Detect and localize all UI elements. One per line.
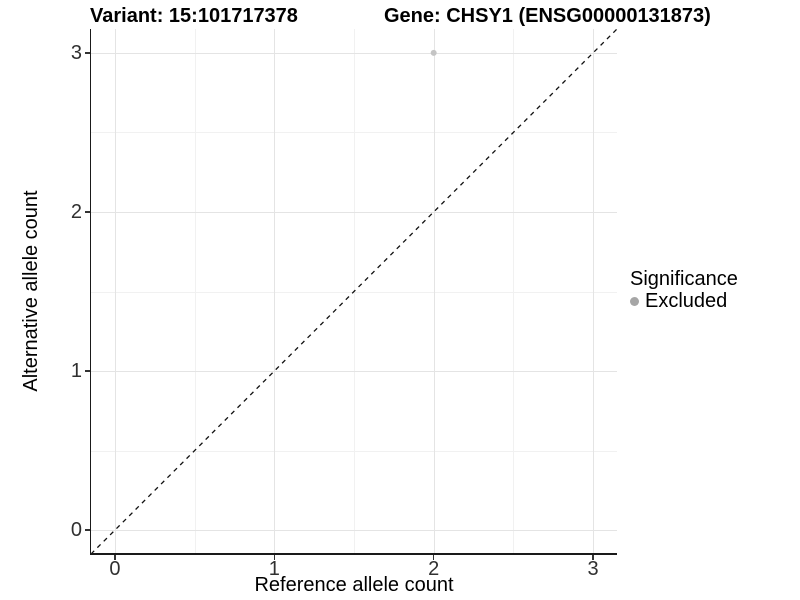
legend-entry-label: Excluded (645, 290, 728, 312)
major-gridline-y (91, 530, 617, 532)
y-axis-tick (84, 52, 90, 54)
legend-entry-excluded: Excluded (630, 290, 738, 312)
x-axis-tick (592, 554, 594, 560)
x-axis-tick (273, 554, 276, 560)
plot-title-variant: Variant: 15:101717378 (90, 5, 298, 27)
minor-gridline-y (91, 450, 617, 452)
y-axis-tick (84, 211, 90, 213)
y-tick-label: 2 (70, 200, 82, 223)
minor-gridline-y (91, 132, 617, 134)
legend: Significance Excluded (630, 268, 738, 312)
x-axis-line (89, 553, 617, 555)
plot-panel (91, 29, 617, 554)
y-axis-tick (84, 529, 90, 531)
y-tick-label: 3 (70, 41, 82, 64)
data-point (430, 49, 437, 56)
legend-point-icon (630, 296, 639, 306)
major-gridline-y (91, 52, 617, 54)
major-gridline-x (114, 29, 116, 554)
x-tick-label: 3 (587, 558, 599, 580)
identity-dashed-line (91, 29, 617, 554)
legend-title: Significance (630, 268, 738, 290)
x-tick-label: 2 (428, 558, 440, 580)
major-gridline-y (91, 211, 617, 213)
x-axis-tick (114, 554, 116, 560)
panel-graphics (91, 29, 617, 554)
plot-title-gene: Gene: CHSY1 (ENSG00000131873) (384, 5, 711, 27)
x-axis-tick (432, 554, 435, 560)
y-axis-line (89, 29, 91, 554)
y-axis-title: Alternative allele count (20, 190, 42, 392)
x-tick-label: 0 (109, 558, 121, 580)
major-gridline-y (91, 371, 617, 373)
y-tick-label: 0 (70, 519, 82, 542)
x-axis-title: Reference allele count (254, 574, 454, 596)
major-gridline-x (593, 29, 595, 554)
y-tick-label: 1 (70, 360, 82, 383)
major-gridline-x (433, 29, 435, 554)
y-axis-tick (84, 370, 90, 372)
major-gridline-x (274, 29, 276, 554)
x-tick-label: 1 (268, 558, 280, 580)
